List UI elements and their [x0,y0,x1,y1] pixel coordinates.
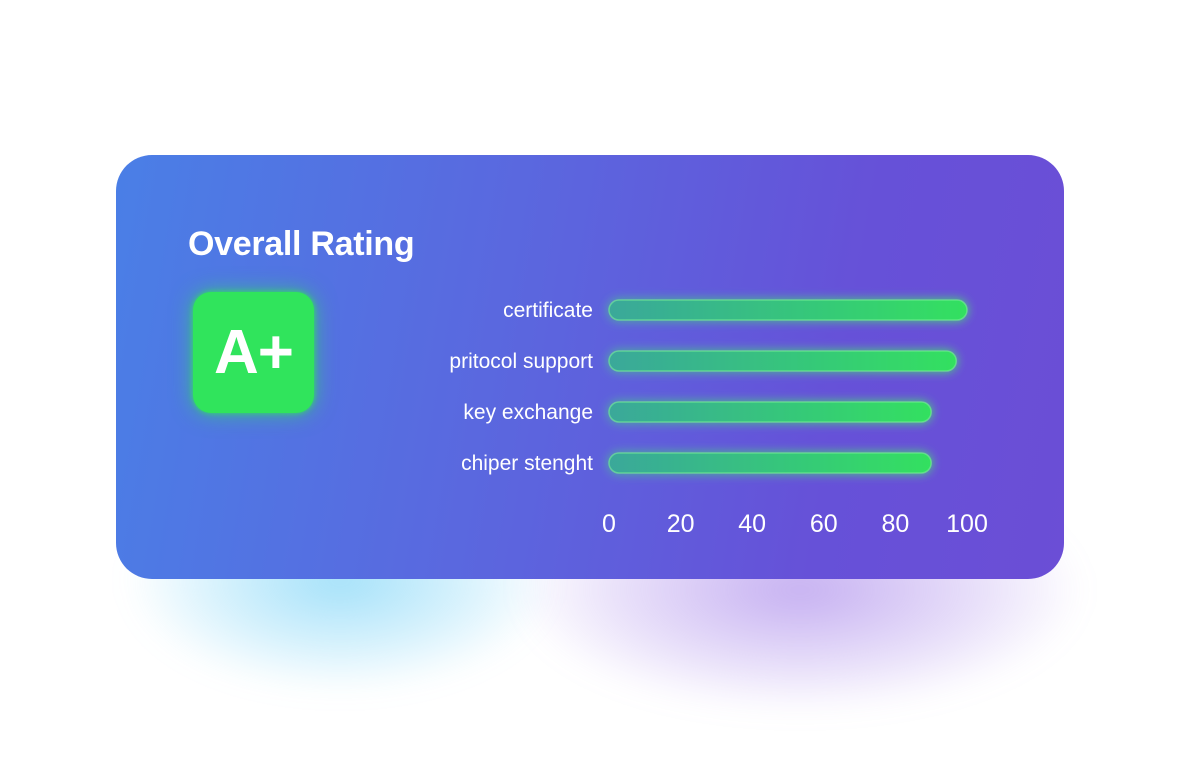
bar-label: chiper stenght [461,452,593,475]
x-tick-label: 0 [602,510,616,538]
card-title: Overall Rating [188,225,415,263]
grade-text: A+ [214,318,294,387]
x-axis-ticks: 0 20 40 60 80 100 [602,510,988,538]
bar-label: pritocol support [449,350,593,373]
bars-layer: certificate pritocol support key exchange c… [449,299,968,475]
bar-chiper-stenght [608,452,932,474]
x-tick-label: 100 [946,510,988,538]
bar-pritocol-support [608,350,958,372]
bar-label: certificate [503,299,593,322]
bar-label: key exchange [463,401,593,424]
bar-certificate [608,299,968,321]
grade-badge: A+ [193,292,314,413]
x-tick-label: 80 [881,510,909,538]
x-tick-label: 40 [738,510,766,538]
x-tick-label: 20 [667,510,695,538]
bar-key-exchange [608,401,932,423]
x-tick-label: 60 [810,510,838,538]
